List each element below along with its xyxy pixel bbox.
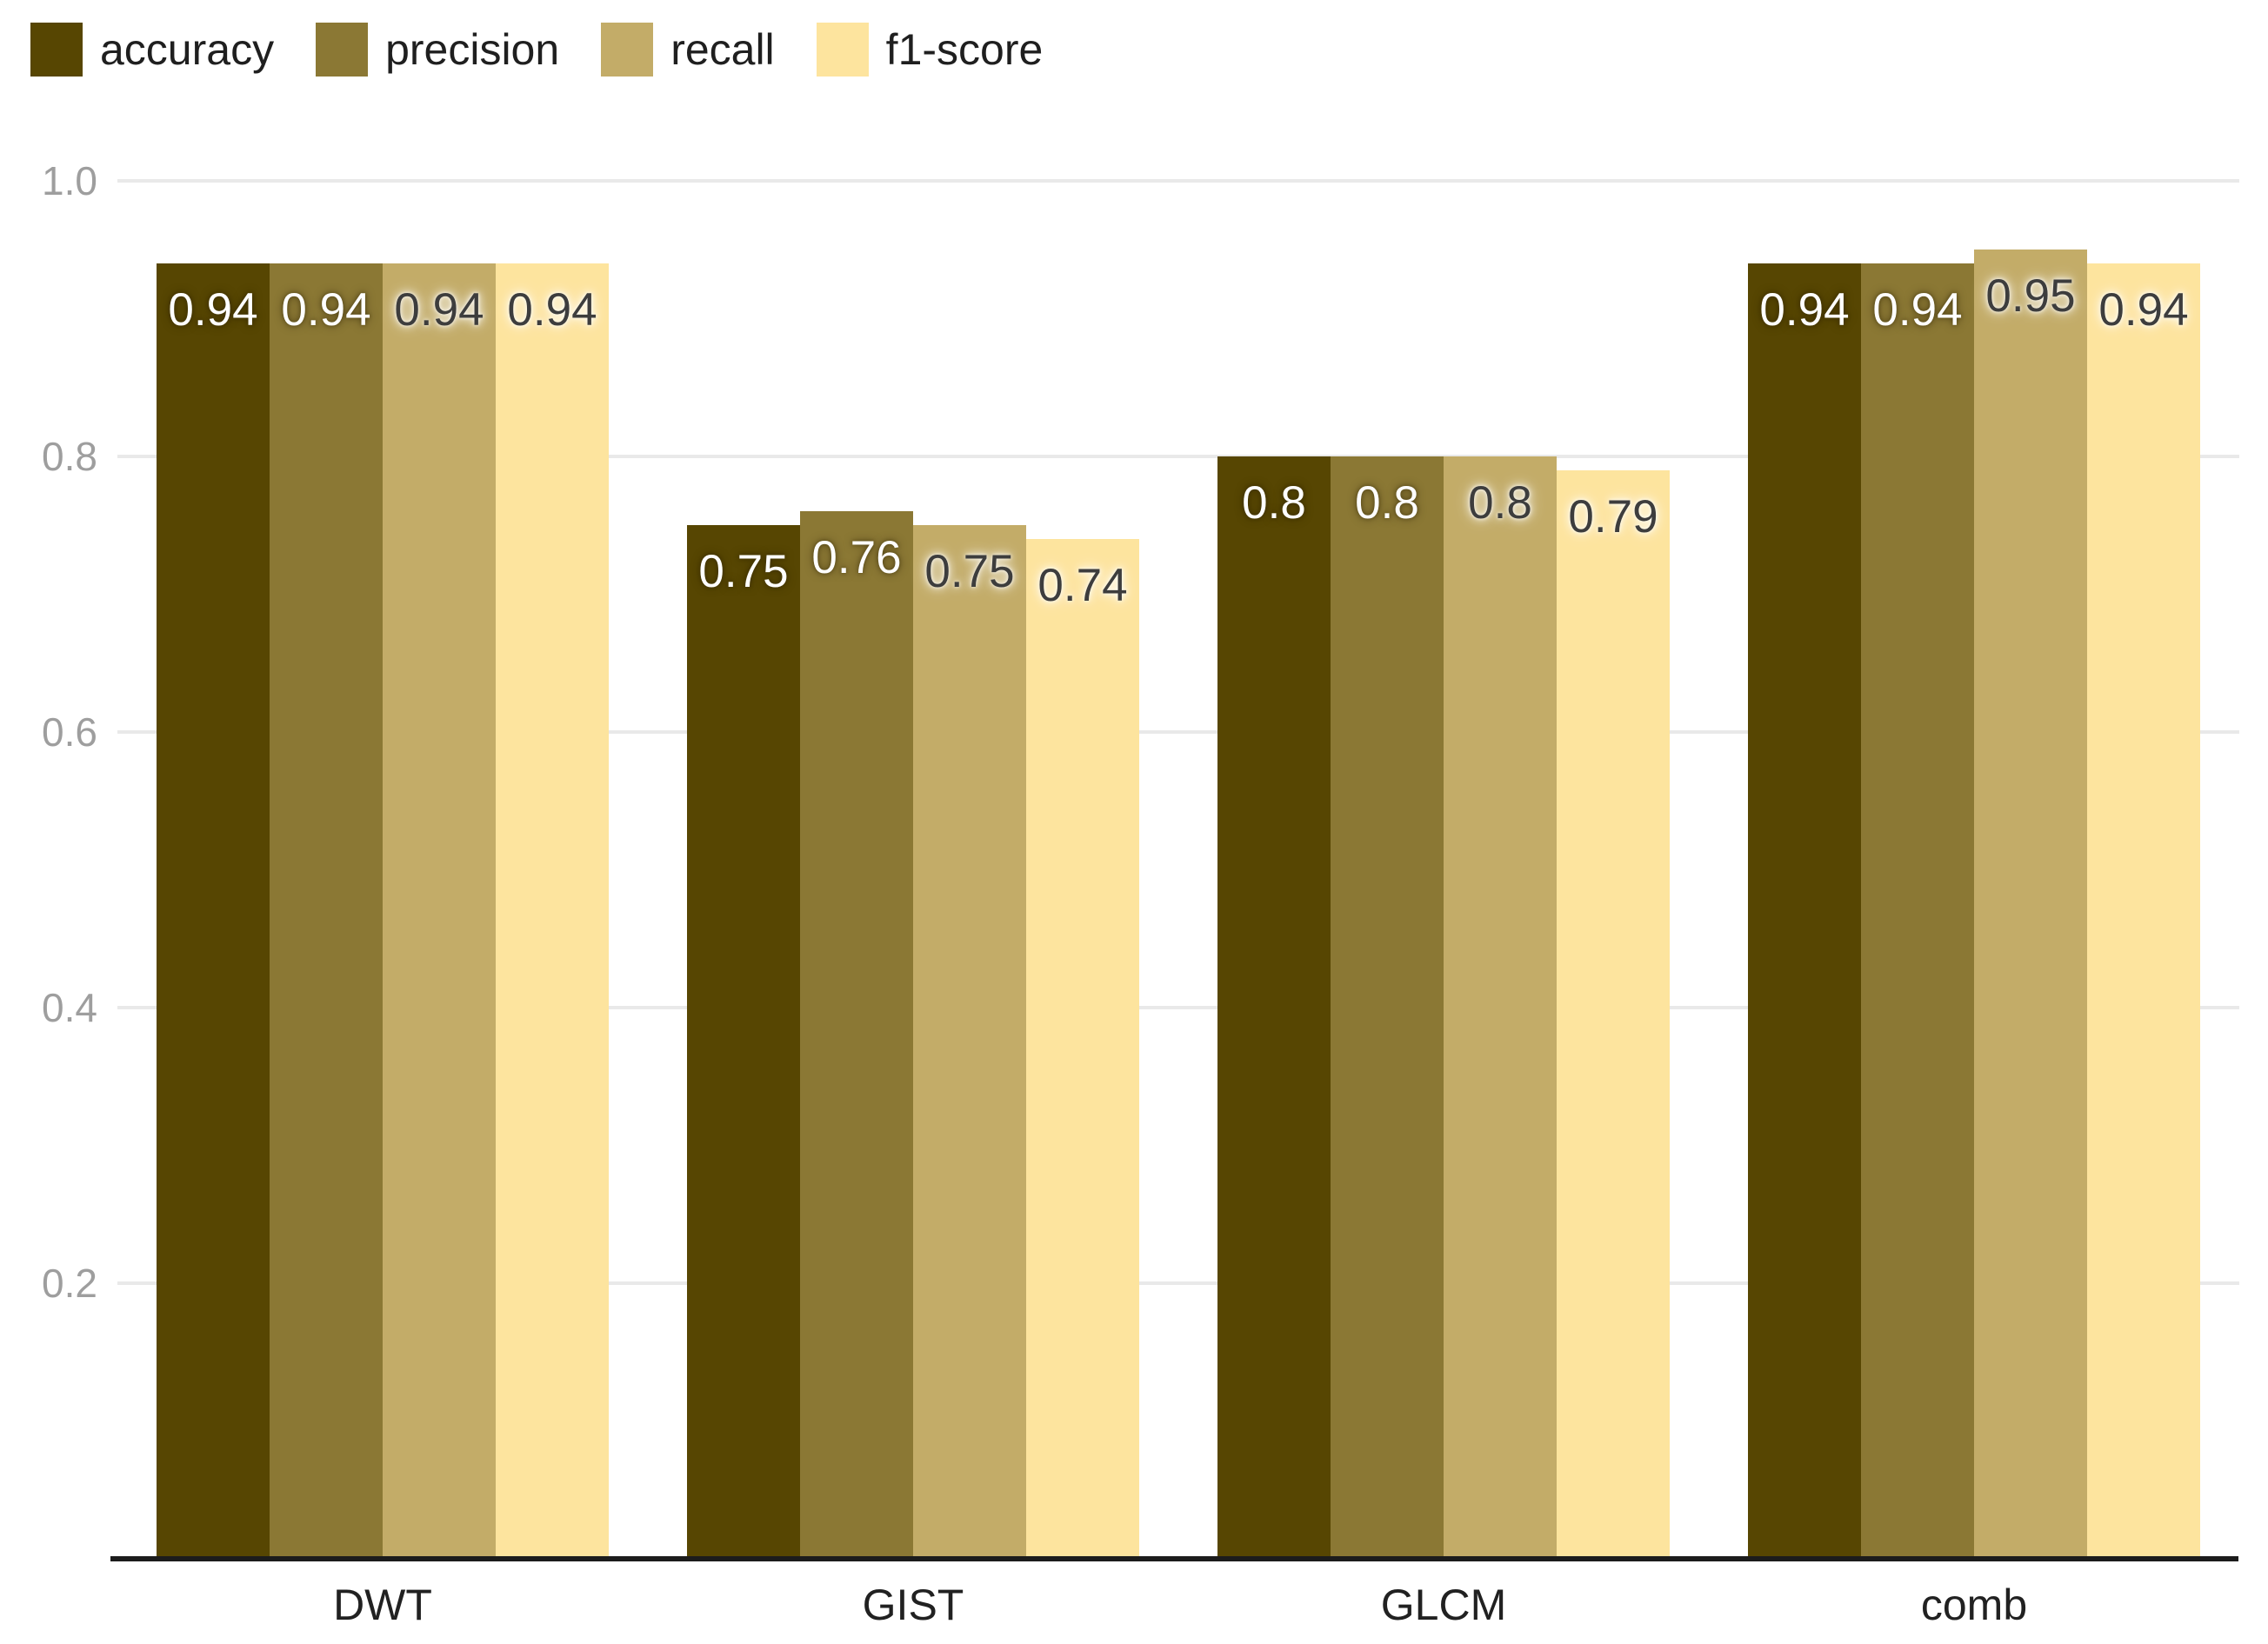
gridline (117, 1006, 2239, 1009)
y-axis-tick-label: 0.8 (42, 434, 97, 479)
bar-value-label: 0.94 (1759, 284, 1850, 336)
bar-value-label: 0.8 (1355, 477, 1419, 529)
x-axis-category-label: GIST (862, 1581, 964, 1629)
legend-swatch-precision (316, 23, 369, 77)
bar-value-label: 0.94 (1872, 284, 1963, 336)
legend-label: precision (385, 25, 560, 74)
bar (496, 263, 609, 1559)
bar-value-label: 0.94 (2098, 284, 2189, 336)
bar-value-label: 0.8 (1242, 477, 1306, 529)
bar (1748, 263, 1861, 1559)
bar (687, 525, 800, 1559)
bar (1557, 469, 1670, 1559)
legend-label: recall (670, 25, 775, 74)
bar (913, 525, 1026, 1559)
y-axis-tick-label: 1.0 (42, 158, 97, 203)
bar-value-label: 0.79 (1568, 490, 1658, 542)
bar-value-label: 0.95 (1985, 270, 2076, 323)
legend-swatch-recall (601, 23, 654, 77)
y-axis-tick-label: 0.4 (42, 985, 97, 1030)
bar (1217, 456, 1331, 1559)
bar-value-label: 0.94 (281, 284, 371, 336)
bar (383, 263, 496, 1559)
bar (1861, 263, 1974, 1559)
legend-item-accuracy: accuracy (30, 23, 274, 77)
bar (2087, 263, 2200, 1559)
gridline (117, 455, 2239, 458)
legend-swatch-accuracy (30, 23, 83, 77)
bar-value-label: 0.76 (811, 532, 902, 584)
legend-item-precision: precision (316, 23, 559, 77)
gridline (117, 730, 2239, 734)
bar (270, 263, 383, 1559)
bar (800, 511, 913, 1559)
bar (1444, 456, 1557, 1559)
legend: accuracy precision recall f1-score (30, 23, 1043, 77)
bar-value-label: 0.74 (1037, 560, 1128, 612)
x-axis-category-label: GLCM (1380, 1581, 1507, 1629)
bar (1026, 539, 1139, 1559)
bar-value-label: 0.8 (1468, 477, 1532, 529)
gridline (117, 1281, 2239, 1285)
bar-value-label: 0.75 (698, 546, 789, 598)
legend-label: accuracy (100, 25, 275, 74)
y-axis-tick-label: 0.6 (42, 709, 97, 755)
bar-value-label: 0.94 (507, 284, 597, 336)
bar-value-label: 0.75 (924, 546, 1015, 598)
legend-item-f1-score: f1-score (816, 23, 1044, 77)
bar-value-label: 0.94 (168, 284, 258, 336)
x-axis-category-label: comb (1920, 1581, 2028, 1629)
bar (1331, 456, 1444, 1559)
x-axis-category-label: DWT (333, 1581, 432, 1629)
legend-item-recall: recall (601, 23, 775, 77)
bar-value-label: 0.94 (394, 284, 484, 336)
bar (1974, 250, 2087, 1559)
x-axis-line (110, 1556, 2238, 1561)
y-axis-tick-label: 0.2 (42, 1261, 97, 1306)
bar (157, 263, 270, 1559)
gridline (117, 179, 2239, 183)
legend-label: f1-score (885, 25, 1044, 74)
legend-swatch-f1-score (816, 23, 869, 77)
